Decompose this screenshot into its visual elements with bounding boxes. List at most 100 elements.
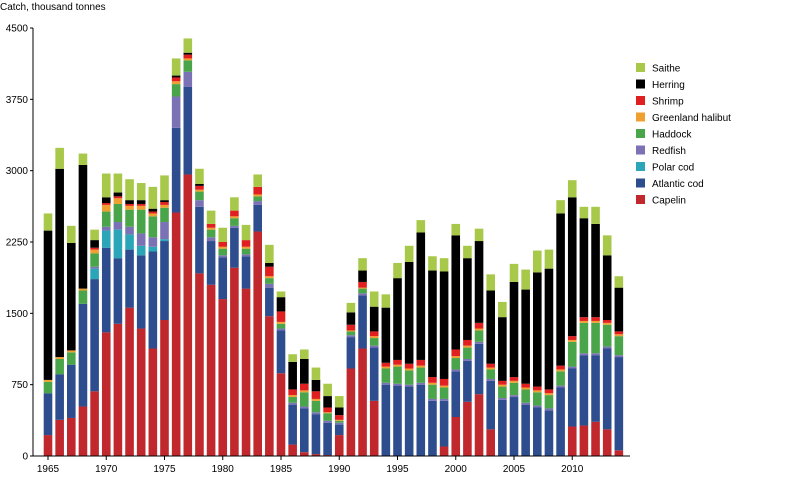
bar-segment-saithe-1989: [323, 383, 332, 397]
bar-segment-atlantic-cod-1979: [206, 241, 216, 285]
bar-segment-shrimp-2006: [521, 383, 530, 388]
x-tick-label: 1965: [37, 464, 60, 475]
bar-segment-polar-cod-1973: [136, 245, 146, 256]
bar-segment-atlantic-cod-1981: [230, 227, 239, 268]
bar-segment-saithe-2011: [579, 206, 589, 219]
bar-segment-redfish-1993: [369, 345, 379, 348]
bar-segment-redfish-1991: [346, 335, 356, 338]
bar-segment-shrimp-1969: [90, 247, 99, 250]
bar-segment-saithe-1983: [253, 174, 262, 187]
bar-segment-haddock-2004: [498, 386, 507, 398]
bar-segment-haddock-1980: [218, 248, 228, 256]
bar-segment-atlantic-cod-1985: [276, 330, 286, 374]
bar-segment-saithe-1971: [113, 173, 123, 193]
bar-segment-redfish-1985: [276, 328, 286, 331]
bar-segment-herring-2012: [591, 223, 600, 318]
bar-segment-haddock-2003: [486, 369, 495, 379]
bar-segment-greenland-halibut-2011: [579, 320, 589, 323]
bar-segment-atlantic-cod-2011: [579, 355, 589, 426]
bar-segment-haddock-1989: [323, 413, 332, 421]
bar-segment-haddock-1974: [148, 216, 158, 238]
bar-segment-capelin-1979: [206, 284, 216, 456]
bar-segment-shrimp-1978: [195, 185, 204, 190]
bar-segment-greenland-halibut-1978: [195, 189, 204, 192]
bar-segment-capelin-1978: [195, 273, 204, 456]
bar-segment-atlantic-cod-1986: [288, 404, 297, 445]
bar-segment-haddock-1988: [311, 400, 321, 413]
bar-segment-herring-1995: [393, 278, 402, 360]
bar-segment-shrimp-1975: [160, 202, 169, 205]
bar-segment-herring-1992: [358, 270, 367, 282]
bar-segment-shrimp-1976: [171, 77, 181, 82]
bar-segment-redfish-1984: [265, 283, 274, 288]
bar-segment-saithe-1985: [276, 291, 286, 298]
bar-segment-redfish-2007: [533, 405, 542, 408]
bar-segment-atlantic-cod-1995: [393, 385, 402, 456]
bar-segment-herring-1990: [334, 407, 344, 416]
bar-segment-herring-1971: [113, 192, 123, 197]
bar-segment-capelin-1969: [90, 391, 99, 456]
bar-segment-greenland-halibut-1986: [288, 395, 297, 398]
bar-segment-greenland-halibut-1966: [55, 357, 64, 359]
bar-segment-saithe-2002: [474, 228, 484, 242]
bar-segment-shrimp-1983: [253, 186, 262, 195]
x-tick-label: 2010: [561, 464, 584, 475]
bar-segment-herring-1977: [183, 52, 193, 55]
bar-segment-redfish-1971: [113, 222, 123, 230]
bar-segment-greenland-halibut-1990: [334, 419, 344, 421]
bar-segment-redfish-2000: [451, 369, 461, 372]
bar-segment-capelin-1971: [113, 323, 123, 456]
bar-segment-saithe-1999: [439, 258, 449, 272]
bar-segment-shrimp-1997: [416, 359, 426, 366]
bar-segment-haddock-2008: [544, 395, 554, 409]
bar-segment-capelin-1970: [101, 332, 111, 456]
bar-segment-greenland-halibut-2004: [498, 384, 507, 387]
bar-segment-atlantic-cod-1976: [171, 127, 181, 213]
bar-segment-greenland-halibut-1975: [160, 204, 169, 208]
bar-segment-haddock-2013: [602, 324, 612, 347]
bar-segment-haddock-1986: [288, 397, 297, 403]
bar-segment-capelin-1993: [369, 400, 379, 456]
bar-segment-saithe-1991: [346, 302, 356, 313]
bar-segment-haddock-2007: [533, 392, 542, 406]
bar-segment-greenland-halibut-1970: [101, 204, 111, 212]
bar-segment-atlantic-cod-1998: [428, 400, 437, 456]
bar-segment-saithe-1987: [300, 349, 309, 359]
bar-segment-saithe-1992: [358, 258, 367, 271]
bar-segment-redfish-2005: [509, 395, 519, 398]
bar-segment-redfish-1975: [160, 222, 169, 240]
bar-segment-atlantic-cod-1977: [183, 86, 193, 175]
bar-segment-saithe-1997: [416, 220, 426, 233]
bar-segment-atlantic-cod-1997: [416, 384, 426, 456]
bar-segment-shrimp-1989: [323, 407, 332, 413]
bar-segment-saithe-1972: [125, 179, 134, 201]
bar-segment-saithe-2010: [567, 180, 577, 198]
bar-segment-capelin-1986: [288, 444, 297, 456]
bar-segment-capelin-1977: [183, 174, 193, 456]
bar-segment-shrimp-2012: [591, 317, 600, 321]
bar-segment-greenland-halibut-2003: [486, 367, 495, 370]
bar-segment-polar-cod-1971: [113, 229, 123, 259]
bar-segment-capelin-2012: [591, 421, 600, 456]
bar-segment-shrimp-1994: [381, 362, 391, 367]
bar-segment-haddock-1975: [160, 207, 169, 223]
x-tick-label: 1980: [212, 464, 235, 475]
bar-segment-herring-1972: [125, 200, 134, 204]
bar-segment-shrimp-2005: [509, 377, 519, 381]
bar-segment-herring-1968: [78, 164, 88, 289]
bar-segment-redfish-1990: [334, 422, 344, 425]
bar-segment-greenland-halibut-1997: [416, 365, 426, 368]
bar-segment-saithe-2008: [544, 249, 554, 269]
bar-segment-shrimp-2003: [486, 363, 495, 368]
bar-segment-redfish-1989: [323, 420, 332, 423]
bar-segment-haddock-2001: [463, 347, 472, 359]
legend-label-herring: Herring: [652, 80, 685, 91]
bar-segment-polar-cod-1975: [160, 239, 169, 242]
legend: Saithe Herring Shrimp Greenland halibut Hadd…: [636, 63, 731, 207]
y-tick-label: 750: [11, 380, 28, 391]
bar-segment-redfish-1986: [288, 402, 297, 405]
bar-segment-shrimp-1980: [218, 242, 228, 247]
bar-segment-redfish-2008: [544, 408, 554, 411]
bar-segment-capelin-1974: [148, 348, 158, 456]
